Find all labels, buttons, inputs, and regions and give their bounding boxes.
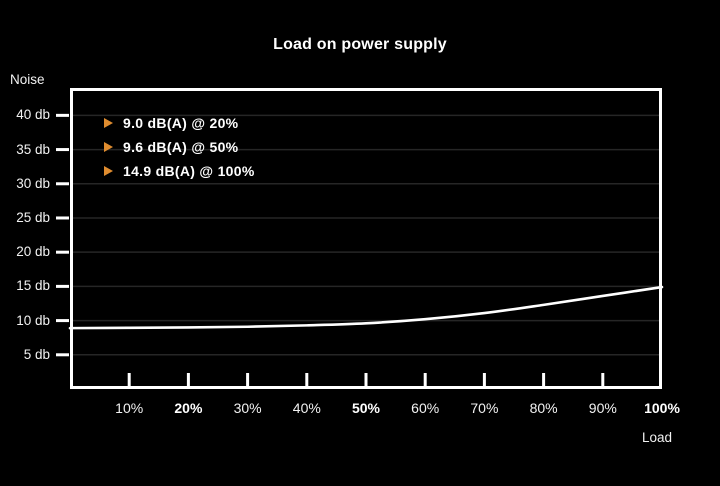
x-axis-title: Load xyxy=(641,430,672,445)
triangle-right-icon xyxy=(104,142,113,152)
legend-row: 14.9 dB(A) @ 100% xyxy=(104,162,255,180)
x-tick-label: 40% xyxy=(292,400,321,416)
x-tick-label: 50% xyxy=(351,400,381,416)
y-axis-title: Noise xyxy=(10,72,45,87)
y-tick-label: 40 db xyxy=(16,107,50,123)
x-tick-label: 10% xyxy=(115,400,144,416)
y-tick-label: 20 db xyxy=(16,244,50,260)
legend-row: 9.6 dB(A) @ 50% xyxy=(104,138,255,156)
x-tick-label: 90% xyxy=(588,400,617,416)
x-tick-label: 30% xyxy=(233,400,262,416)
chart-title: Load on power supply xyxy=(273,36,447,53)
legend-label: 9.6 dB(A) @ 50% xyxy=(123,139,239,155)
x-tick-label: 20% xyxy=(174,400,203,416)
y-tick-label: 25 db xyxy=(16,209,50,225)
triangle-right-icon xyxy=(104,118,113,128)
x-tick-label: 80% xyxy=(529,400,558,416)
y-tick-label: 15 db xyxy=(16,278,50,294)
noise-curve xyxy=(68,285,664,330)
y-tick-label: 10 db xyxy=(16,312,50,328)
legend-label: 9.0 dB(A) @ 20% xyxy=(123,115,239,131)
legend: 9.0 dB(A) @ 20% 9.6 dB(A) @ 50% 14.9 dB(A)… xyxy=(104,114,255,180)
plot-border xyxy=(70,88,662,389)
x-tick-label: 60% xyxy=(411,400,440,416)
triangle-right-icon xyxy=(104,166,113,176)
y-tick-label: 35 db xyxy=(16,141,50,157)
x-tick-label: 70% xyxy=(470,400,499,416)
legend-row: 9.0 dB(A) @ 20% xyxy=(104,114,255,132)
y-tick-label: 5 db xyxy=(23,346,50,362)
x-tick-label: 100% xyxy=(644,400,680,416)
y-tick-label: 30 db xyxy=(16,175,50,191)
legend-label: 14.9 dB(A) @ 100% xyxy=(123,163,255,179)
